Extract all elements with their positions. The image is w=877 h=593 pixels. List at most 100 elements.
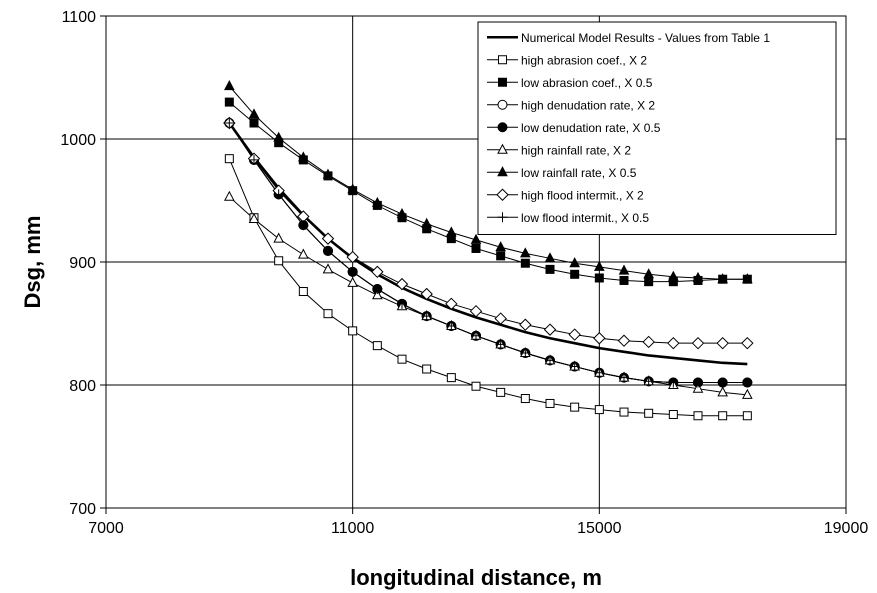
data-point-series-6 (643, 268, 654, 279)
legend-label: Numerical Model Results - Values from Ta… (521, 31, 770, 45)
data-point-series-8 (717, 377, 728, 388)
data-point-series-1 (718, 411, 728, 421)
legend-label: high flood intermit., X 2 (521, 188, 644, 202)
data-point-series-8 (298, 220, 309, 231)
data-point-series-1 (274, 256, 284, 266)
data-point-series-7 (519, 318, 532, 331)
data-point-series-2 (594, 273, 604, 283)
data-point-series-5 (224, 190, 235, 201)
y-axis-title: Dsg, mm (20, 216, 45, 309)
data-point-series-6 (742, 273, 753, 284)
data-point-series-7 (617, 334, 631, 347)
data-point-series-2 (496, 251, 506, 261)
data-point-series-1 (570, 402, 580, 412)
legend-label: low abrasion coef., X 0.5 (521, 76, 653, 90)
data-point-series-6 (421, 217, 432, 228)
data-point-series-8 (594, 367, 605, 378)
data-point-series-1 (224, 154, 234, 164)
data-point-series-6 (224, 80, 235, 91)
legend-label: high abrasion coef., X 2 (521, 53, 647, 67)
data-point-series-8 (249, 154, 259, 165)
x-tick-label: 19000 (824, 520, 869, 537)
data-point-series-1 (644, 408, 654, 418)
data-point-series-6 (396, 207, 408, 219)
data-point-series-5 (372, 289, 383, 300)
data-point-series-1 (668, 410, 678, 420)
legend-swatch-marker (497, 166, 508, 177)
data-point-series-8 (569, 361, 580, 372)
data-point-series-6 (594, 260, 605, 271)
data-point-series-5 (273, 232, 284, 243)
data-point-series-1 (422, 364, 432, 374)
data-point-series-7 (543, 323, 557, 336)
data-point-series-8 (347, 266, 358, 277)
x-axis-tick-labels: 7000 11000 15000 19000 (88, 520, 868, 537)
legend-swatch-marker (497, 212, 508, 223)
data-point-series-1 (446, 373, 456, 383)
data-point-series-2 (520, 258, 530, 268)
y-axis-tick-labels: 700 800 900 1000 1100 (60, 9, 96, 518)
data-point-series-6 (520, 247, 531, 258)
data-point-series-1 (496, 387, 506, 397)
series-markers (223, 80, 754, 421)
data-point-series-7 (741, 336, 754, 350)
data-point-series-8 (323, 245, 333, 256)
data-point-series-5 (347, 276, 358, 287)
data-point-series-7 (371, 265, 384, 279)
data-point-series-6 (668, 270, 679, 281)
data-point-series-1 (323, 309, 333, 319)
data-point-series-1 (397, 354, 407, 364)
data-point-series-5 (717, 386, 728, 397)
data-point-series-8 (742, 377, 753, 388)
data-point-series-1 (619, 407, 629, 417)
legend-swatch-marker (497, 143, 508, 154)
legend-swatch-marker (498, 55, 507, 65)
data-point-series-7 (593, 332, 606, 345)
series-lines (228, 85, 748, 417)
data-point-series-2 (249, 118, 259, 128)
data-point-series-6 (470, 233, 482, 244)
data-point-series-7 (469, 304, 483, 318)
data-point-series-6 (495, 241, 506, 252)
data-point-series-1 (520, 394, 530, 404)
data-point-series-7 (445, 297, 458, 311)
data-point-series-1 (372, 341, 382, 351)
data-point-series-8 (495, 339, 506, 350)
legend: Numerical Model Results - Values from Ta… (477, 21, 837, 235)
data-point-series-8 (619, 372, 629, 383)
legend-label: low rainfall rate, X 0.5 (521, 166, 637, 180)
data-point-series-6 (618, 264, 630, 275)
data-point-series-1 (298, 287, 308, 297)
data-point-series-7 (568, 328, 581, 341)
data-point-series-6 (347, 183, 358, 194)
data-point-series-8 (668, 377, 679, 388)
data-point-series-2 (644, 277, 654, 287)
x-tick-label: 15000 (577, 520, 622, 537)
series-line-1 (228, 158, 748, 417)
legend-label: high denudation rate, X 2 (521, 98, 655, 112)
data-point-series-1 (693, 411, 703, 421)
y-tick-label: 800 (69, 378, 96, 395)
legend-swatch-marker (496, 188, 509, 201)
data-point-series-7 (667, 336, 680, 350)
data-point-series-8 (224, 118, 235, 129)
data-point-series-7 (395, 277, 409, 291)
legend-swatch-marker (498, 77, 507, 87)
series-line-7 (228, 122, 748, 344)
data-point-series-7 (494, 312, 507, 325)
legend-label: high rainfall rate, X 2 (521, 143, 631, 157)
data-point-series-5 (248, 212, 260, 223)
x-axis-title: longitudinal distance, m (350, 565, 602, 590)
data-point-series-8 (520, 348, 531, 359)
data-point-series-8 (643, 376, 654, 387)
data-point-series-7 (420, 287, 433, 301)
data-point-series-2 (471, 243, 481, 253)
legend-swatch-marker (497, 99, 508, 110)
y-tick-label: 700 (69, 501, 96, 518)
data-point-series-2 (224, 97, 234, 107)
data-point-series-7 (321, 232, 335, 245)
data-point-series-6 (446, 226, 457, 237)
series-line-2 (229, 101, 748, 283)
legend-label: low flood intermit., X 0.5 (521, 211, 649, 225)
